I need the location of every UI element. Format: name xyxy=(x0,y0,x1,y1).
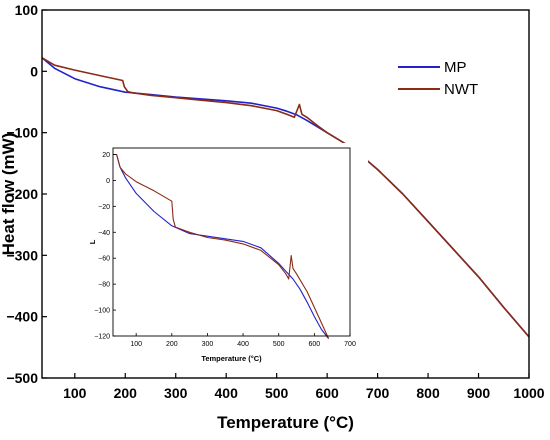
inset-chart: 100 200 300 400 500 600 700 200−20−40−60−80−10… xyxy=(86,143,368,369)
inset-y-tick-label: −60 xyxy=(98,256,110,263)
main-x-tick-label: 400 xyxy=(215,385,239,401)
main-series-group xyxy=(41,57,530,338)
main-y-tick-label: 100 xyxy=(15,2,39,18)
inset-y-tick-label: −20 xyxy=(98,204,110,211)
inset-y-tick-label: −40 xyxy=(98,230,110,237)
main-x-axis-title: Temperature (°C) xyxy=(217,413,354,432)
main-series-line-2 xyxy=(41,57,530,338)
inset-x-tick-label: 400 xyxy=(237,341,249,348)
main-x-tick-label: 500 xyxy=(265,385,289,401)
legend-label-mp: MP xyxy=(444,59,467,76)
inset-x-tick-label: 100 xyxy=(130,341,142,348)
main-x-tick-label: 700 xyxy=(366,385,390,401)
inset-x-ticks: 100 200 300 400 500 600 700 xyxy=(130,333,356,348)
inset-x-axis-title: Temperature (°C) xyxy=(201,354,262,363)
inset-y-tick-label: −100 xyxy=(94,308,110,315)
inset-series-line-2 xyxy=(113,153,330,339)
main-y-tick-label: −500 xyxy=(6,370,38,386)
inset-x-tick-label: 300 xyxy=(202,341,214,348)
main-x-tick-label: 100 xyxy=(63,385,87,401)
main-x-tick-label: 200 xyxy=(114,385,138,401)
main-y-tick-label: 0 xyxy=(30,63,38,79)
inset-y-tick-label: −80 xyxy=(98,282,110,289)
inset-x-tick-label: 200 xyxy=(166,341,178,348)
main-y-tick-label: −200 xyxy=(6,186,38,202)
legend: MP NWT xyxy=(398,59,478,98)
main-x-tick-label: 600 xyxy=(315,385,339,401)
main-y-tick-label: −300 xyxy=(6,247,38,263)
inset-series-line-1 xyxy=(113,153,330,339)
inset-y-ticks: 20 0 −20 −40 −60 −80 −100 −120 xyxy=(94,152,116,341)
inset-y-tick-label: 20 xyxy=(102,152,110,159)
main-x-tick-label: 300 xyxy=(164,385,188,401)
main-y-axis-title: Heat flow (mW) xyxy=(0,133,18,256)
legend-label-nwt: NWT xyxy=(444,81,478,98)
inset-background xyxy=(86,143,368,369)
inset-y-axis-title: L xyxy=(88,239,97,244)
inset-series-group xyxy=(113,153,330,339)
main-x-tick-label: 900 xyxy=(467,385,491,401)
inset-x-tick-label: 700 xyxy=(344,341,356,348)
inset-y-tick-label: −120 xyxy=(94,334,110,341)
main-x-ticks: 100 200 300 400 500 600 700 800 900 1000 xyxy=(63,373,545,401)
main-y-tick-label: −100 xyxy=(6,125,38,141)
main-chart: 100 200 300 400 500 600 700 800 900 1000 1000−100… xyxy=(0,2,545,432)
main-y-tick-label: −400 xyxy=(6,309,38,325)
inset-y-tick-label: 0 xyxy=(106,178,110,185)
inset-x-tick-label: 600 xyxy=(309,341,321,348)
main-y-ticks: 100 0 −100 −200 −300 −400 −500 xyxy=(6,2,47,386)
inset-x-tick-label: 500 xyxy=(273,341,285,348)
inset-plot-frame xyxy=(112,147,351,337)
main-x-tick-label: 800 xyxy=(416,385,440,401)
main-x-tick-label: 1000 xyxy=(513,385,544,401)
